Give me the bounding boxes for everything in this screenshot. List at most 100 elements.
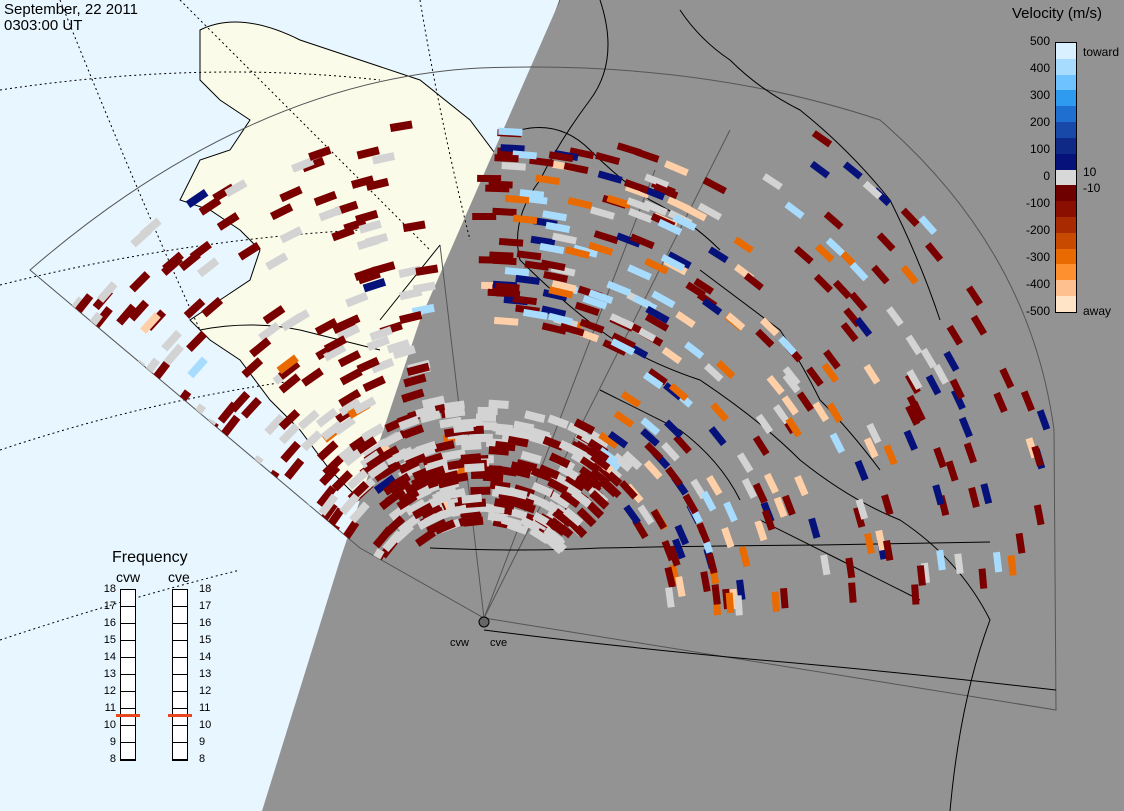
backscatter-cell bbox=[562, 507, 584, 527]
frequency-scale-label: 12 bbox=[199, 685, 212, 697]
backscatter-cell bbox=[672, 538, 686, 560]
backscatter-cell bbox=[444, 407, 466, 419]
backscatter-cell bbox=[651, 290, 676, 309]
backscatter-cell bbox=[498, 237, 524, 247]
backscatter-cell bbox=[842, 161, 863, 180]
backscatter-cell bbox=[543, 271, 569, 283]
backscatter-cell bbox=[258, 321, 281, 342]
colorbar-band bbox=[1056, 137, 1076, 154]
backscatter-cell bbox=[725, 592, 735, 614]
backscatter-cell bbox=[421, 504, 443, 521]
backscatter-cell bbox=[362, 375, 386, 393]
colorbar-tick: 200 bbox=[1029, 115, 1050, 129]
backscatter-cell bbox=[186, 330, 208, 352]
backscatter-cell bbox=[567, 518, 588, 539]
backscatter-cell bbox=[736, 579, 746, 601]
backscatter-cell bbox=[397, 514, 421, 535]
backscatter-cell bbox=[314, 317, 338, 336]
backscatter-cell bbox=[279, 226, 303, 244]
backscatter-cell bbox=[674, 524, 690, 546]
colorbar-tick: -200 bbox=[1025, 223, 1050, 237]
radar-label-cve: cve bbox=[490, 637, 507, 649]
backscatter-cell bbox=[514, 428, 536, 441]
backscatter-cell bbox=[519, 516, 542, 533]
backscatter-cell bbox=[949, 378, 965, 400]
backscatter-cell bbox=[752, 482, 768, 504]
backscatter-cell bbox=[771, 591, 780, 612]
backscatter-cell bbox=[1007, 555, 1017, 576]
backscatter-cell bbox=[708, 426, 727, 447]
backscatter-cell bbox=[367, 460, 389, 480]
colorbar-tick: 10 bbox=[1083, 165, 1097, 179]
frequency-marker bbox=[116, 713, 140, 717]
backscatter-cell bbox=[401, 388, 425, 403]
backscatter-cell bbox=[645, 305, 670, 324]
colorbar-tick: -500 bbox=[1025, 304, 1050, 318]
backscatter-cell bbox=[741, 477, 758, 499]
backscatter-cell bbox=[675, 311, 696, 328]
backscatter-cell bbox=[389, 120, 413, 133]
backscatter-cell bbox=[840, 322, 859, 343]
backscatter-cell bbox=[513, 420, 535, 433]
backscatter-cell bbox=[321, 420, 344, 441]
backscatter-cell bbox=[609, 313, 635, 330]
backscatter-cell bbox=[811, 130, 833, 148]
backscatter-cell bbox=[672, 213, 697, 232]
backscatter-cell bbox=[540, 259, 566, 272]
backscatter-cell bbox=[406, 362, 430, 377]
backscatter-cell bbox=[541, 322, 567, 335]
backscatter-cell bbox=[723, 501, 738, 523]
backscatter-cell bbox=[823, 211, 844, 230]
backscatter-cell bbox=[419, 410, 442, 424]
frequency-scale-label: 8 bbox=[109, 753, 116, 765]
frequency-label-cvw: cvw bbox=[116, 569, 141, 585]
backscatter-cell bbox=[402, 424, 425, 439]
backscatter-cell bbox=[862, 180, 883, 200]
backscatter-cell bbox=[571, 489, 592, 508]
colorbar-band bbox=[1056, 169, 1076, 186]
backscatter-cell bbox=[574, 301, 600, 316]
backscatter-cell bbox=[950, 388, 966, 411]
backscatter-cell bbox=[781, 395, 799, 416]
frequency-scale-label: 13 bbox=[199, 668, 212, 680]
backscatter-cell bbox=[664, 566, 676, 588]
backscatter-cell bbox=[821, 362, 839, 383]
backscatter-cell bbox=[433, 440, 455, 453]
frequency-scale-label: 18 bbox=[199, 583, 212, 595]
backscatter-cell bbox=[854, 459, 869, 482]
backscatter-cell bbox=[323, 335, 347, 353]
frequency-scale-label: 8 bbox=[199, 753, 206, 765]
backscatter-cell bbox=[721, 527, 735, 549]
backscatter-cell bbox=[318, 206, 343, 222]
backscatter-cell bbox=[541, 531, 562, 551]
backscatter-cell bbox=[527, 493, 549, 509]
backscatter-cell bbox=[447, 472, 469, 484]
backscatter-cell bbox=[863, 437, 879, 459]
backscatter-cell bbox=[905, 404, 921, 426]
backscatter-cell bbox=[918, 215, 938, 235]
backscatter-cell bbox=[589, 490, 610, 510]
colorbar-band bbox=[1056, 43, 1076, 59]
backscatter-cell bbox=[793, 245, 814, 265]
backscatter-cell bbox=[855, 498, 869, 520]
backscatter-cell bbox=[478, 256, 503, 264]
backscatter-cell bbox=[626, 197, 652, 213]
backscatter-cell bbox=[642, 200, 668, 216]
backscatter-cell bbox=[906, 394, 923, 416]
frequency-scale-label: 10 bbox=[199, 719, 212, 731]
backscatter-cell bbox=[386, 339, 411, 354]
backscatter-cell bbox=[384, 416, 406, 433]
backscatter-cell bbox=[665, 587, 675, 608]
backscatter-cell bbox=[883, 540, 894, 561]
backscatter-cell bbox=[738, 546, 751, 568]
backscatter-cell bbox=[402, 220, 426, 233]
frequency-cell bbox=[121, 726, 135, 743]
backscatter-cell bbox=[278, 409, 301, 431]
backscatter-cell bbox=[702, 176, 727, 195]
frequency-cell bbox=[173, 675, 187, 692]
colorbar-band bbox=[1056, 106, 1076, 123]
backscatter-cell bbox=[782, 494, 796, 516]
coastlines bbox=[199, 0, 1057, 811]
backscatter-cell bbox=[588, 289, 614, 305]
backscatter-cell bbox=[241, 357, 264, 378]
